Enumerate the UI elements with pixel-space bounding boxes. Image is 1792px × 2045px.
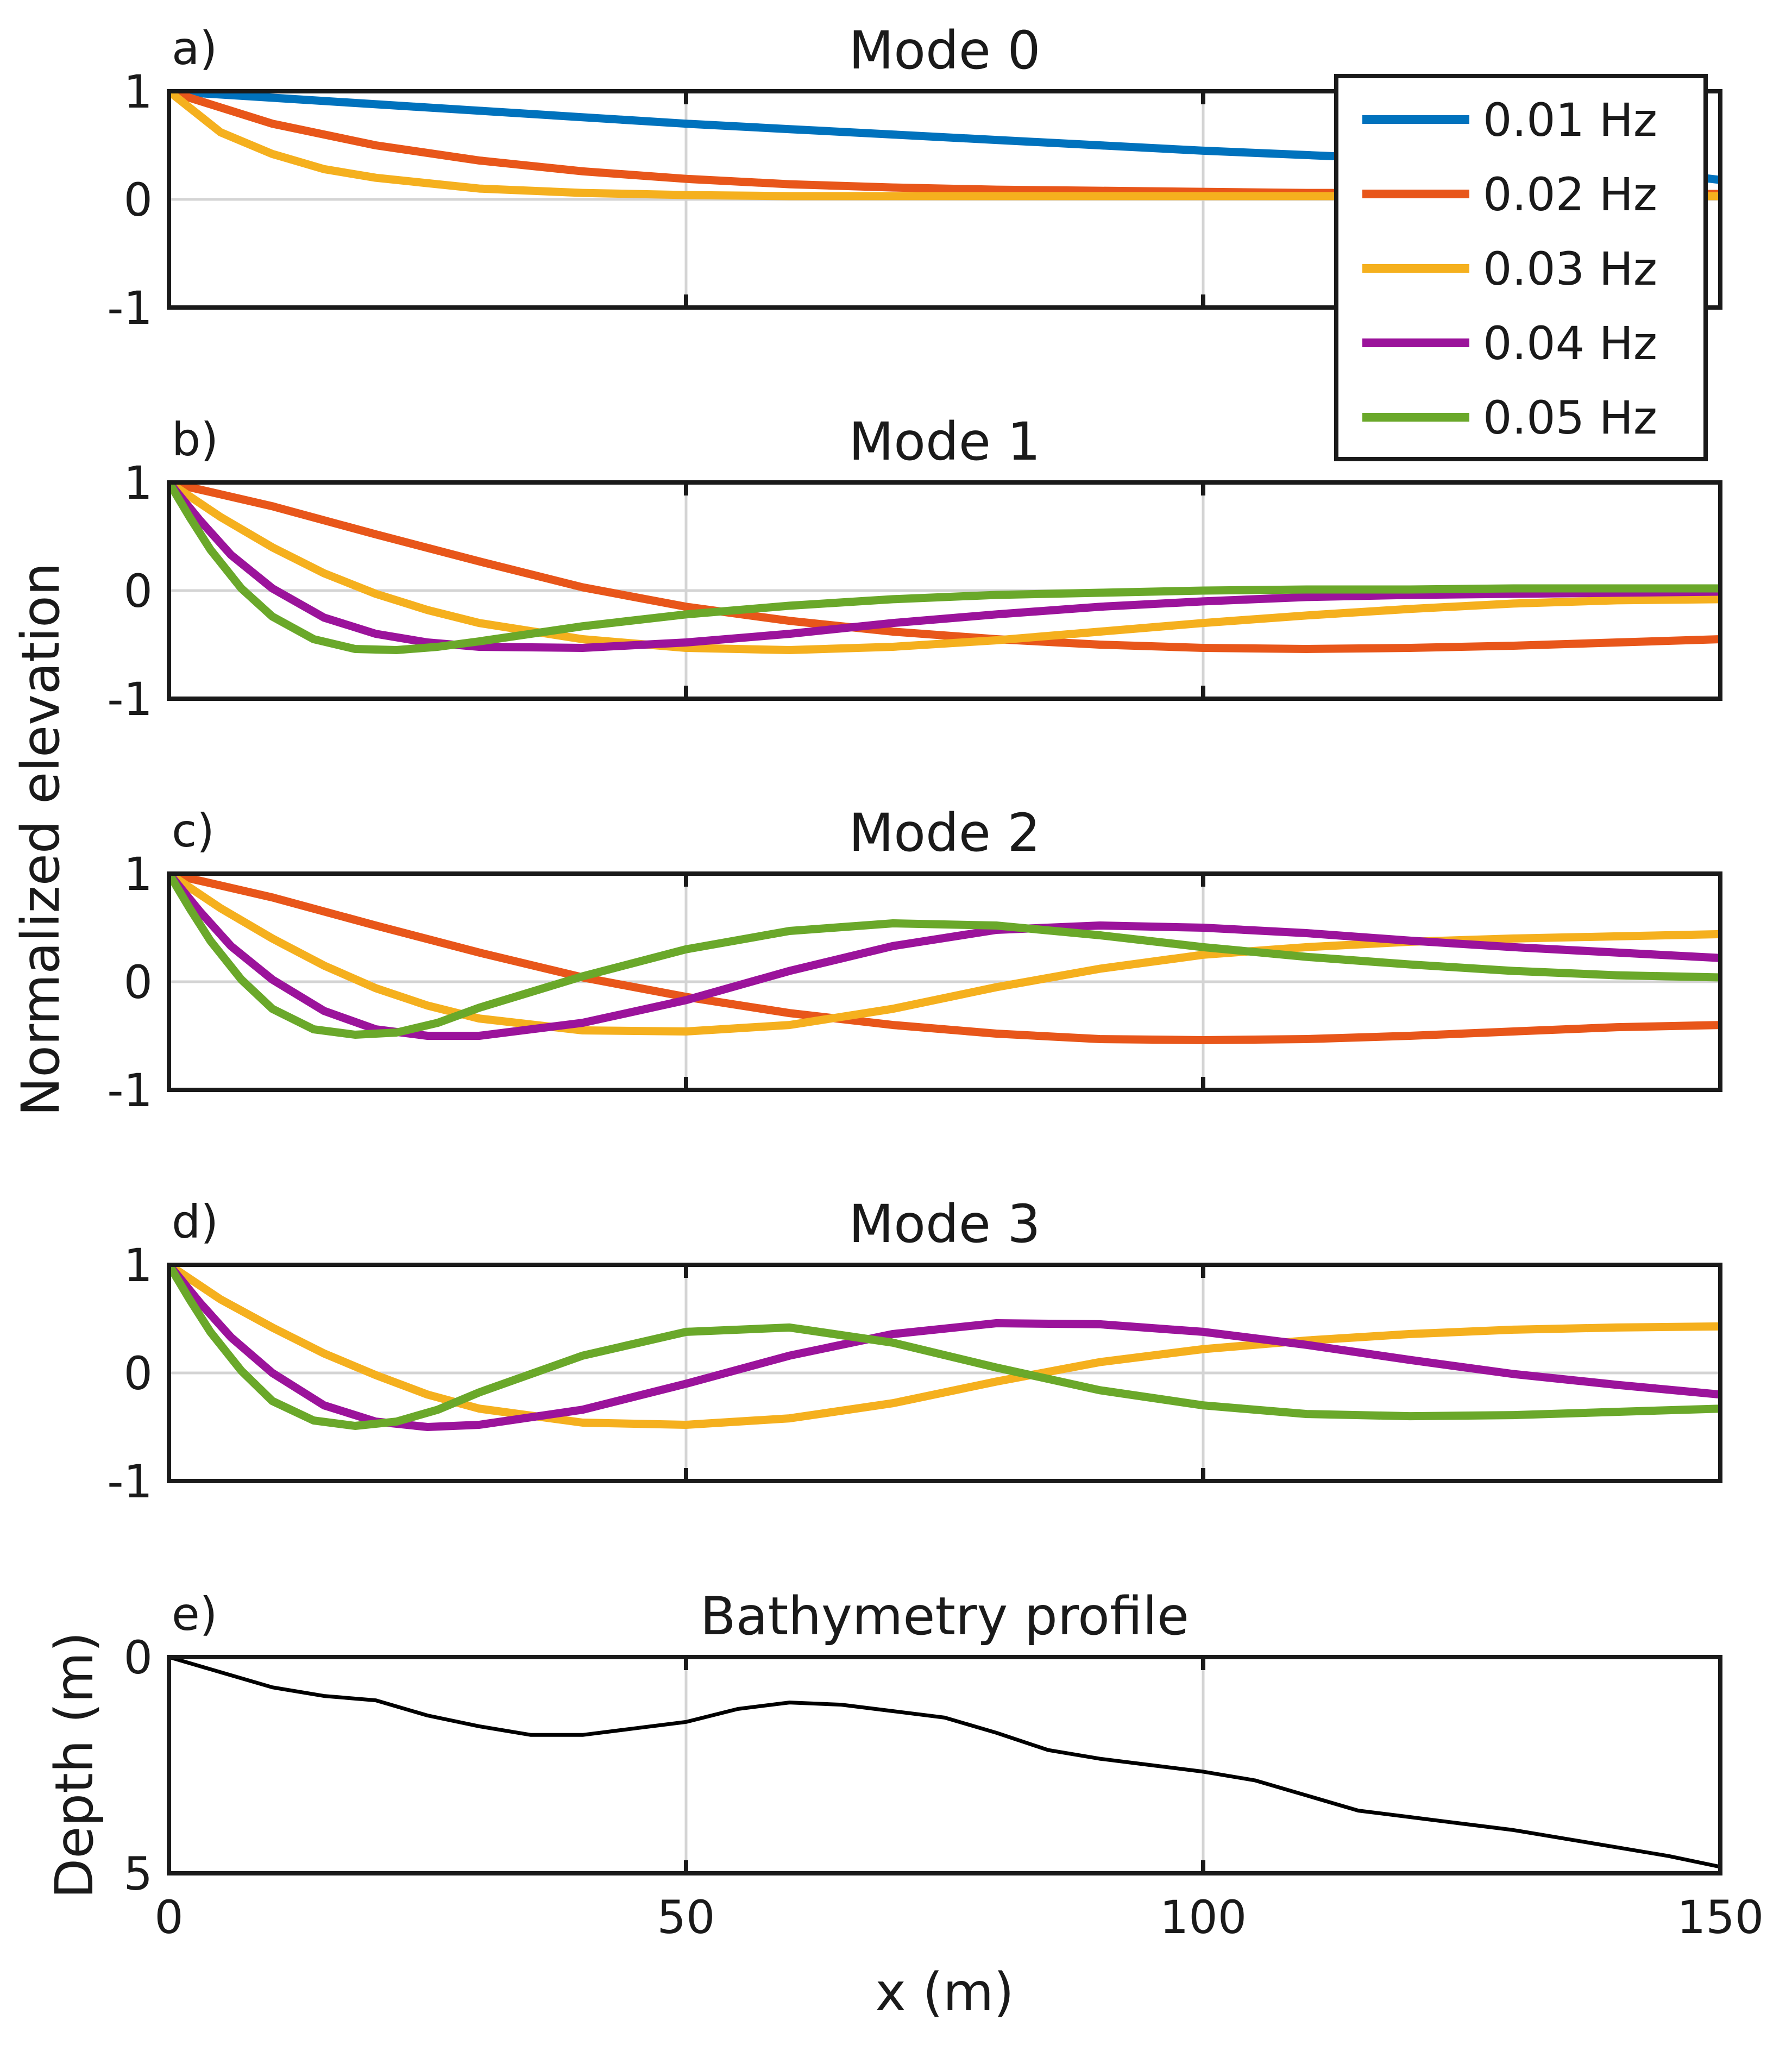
panel-label: e) — [172, 1588, 217, 1641]
y-axis-label: Depth (m) — [44, 1632, 105, 1898]
legend-item-0-02-hz: 0.02 Hz — [1362, 168, 1657, 221]
panel-label: c) — [172, 804, 215, 857]
x-tick-label: 100 — [1160, 1891, 1247, 1944]
y-tick-label: 0 — [124, 1347, 153, 1400]
panels: 1 0 -1 Mode 0 a) 1 0 -1 Mode 1 b) 1 0 -1 Mode 2 c) 1 0 -1… — [44, 20, 1764, 2023]
axes-frame — [167, 1655, 1722, 1875]
y-tick-label: 1 — [124, 456, 153, 510]
legend: 0.01 Hz 0.02 Hz 0.03 Hz 0.04 Hz 0.05 Hz — [1334, 74, 1708, 461]
y-tick-label: -1 — [107, 1455, 153, 1508]
plot-area — [169, 1657, 1720, 1873]
y-tick-label: 1 — [124, 1239, 153, 1292]
panel-b: 1 0 -1 Mode 1 b) — [107, 411, 1722, 726]
panel-title: Mode 3 — [848, 1194, 1040, 1254]
series-line-0-05-hz — [169, 1265, 1720, 1430]
series-line-0-02-hz — [169, 482, 1720, 653]
axes-frame — [167, 89, 1722, 310]
panel-d: 1 0 -1 Mode 3 d) — [107, 1194, 1722, 1508]
panel-c: 1 0 -1 Mode 2 c) — [107, 802, 1722, 1117]
axes-frame — [167, 871, 1722, 1092]
legend-label: 0.05 Hz — [1483, 391, 1657, 444]
legend-label: 0.01 Hz — [1483, 93, 1657, 147]
panel-title: Mode 1 — [848, 411, 1040, 472]
y-tick-label: 0 — [124, 1631, 153, 1684]
series-line-0-04-hz — [169, 1265, 1720, 1431]
series-line-0-05-hz — [169, 874, 1720, 1039]
axes-frame — [167, 480, 1722, 701]
panel-label: b) — [172, 413, 218, 466]
series-line-0-02-hz — [169, 874, 1720, 1044]
panel-title: Bathymetry profile — [700, 1586, 1189, 1647]
series-line-0-04-hz — [169, 874, 1720, 1040]
series-group — [169, 1265, 1720, 1431]
y-tick-label: -1 — [107, 673, 153, 726]
series-line-bathymetry — [169, 1657, 1720, 1869]
legend-item-0-03-hz: 0.03 Hz — [1362, 242, 1657, 296]
y-tick-label: 0 — [124, 564, 153, 618]
x-tick-label: 0 — [154, 1891, 183, 1944]
y-tick-label: 1 — [124, 848, 153, 901]
legend-item-0-01-hz: 0.01 Hz — [1362, 93, 1657, 147]
y-tick-label: -1 — [107, 281, 153, 335]
y-tick-label: 0 — [124, 173, 153, 227]
legend-label: 0.02 Hz — [1483, 168, 1657, 221]
series-group — [169, 482, 1720, 654]
legend-item-0-04-hz: 0.04 Hz — [1362, 317, 1657, 370]
axes-frame — [167, 1263, 1722, 1483]
series-group — [169, 1657, 1720, 1869]
series-line-0-03-hz — [169, 1265, 1720, 1429]
x-tick-label: 50 — [657, 1891, 715, 1944]
series-line-0-03-hz — [169, 482, 1720, 654]
x-axis-label: x (m) — [875, 1962, 1014, 2023]
panel-title: Mode 2 — [848, 802, 1040, 863]
shared-y-axis-label: Normalized elevation — [10, 562, 71, 1116]
x-tick-label: 150 — [1677, 1891, 1764, 1944]
y-tick-label: 5 — [124, 1847, 153, 1900]
series-group — [169, 874, 1720, 1044]
panel-label: d) — [172, 1195, 218, 1249]
panel-label: a) — [172, 22, 217, 75]
y-tick-label: 1 — [124, 65, 153, 118]
legend-item-0-05-hz: 0.05 Hz — [1362, 391, 1657, 444]
series-line-0-04-hz — [169, 482, 1720, 652]
panel-title: Mode 0 — [848, 20, 1040, 81]
y-tick-label: 0 — [124, 956, 153, 1009]
legend-label: 0.04 Hz — [1483, 317, 1657, 370]
legend-label: 0.03 Hz — [1483, 242, 1657, 296]
series-line-0-05-hz — [169, 482, 1720, 654]
y-tick-label: -1 — [107, 1064, 153, 1117]
